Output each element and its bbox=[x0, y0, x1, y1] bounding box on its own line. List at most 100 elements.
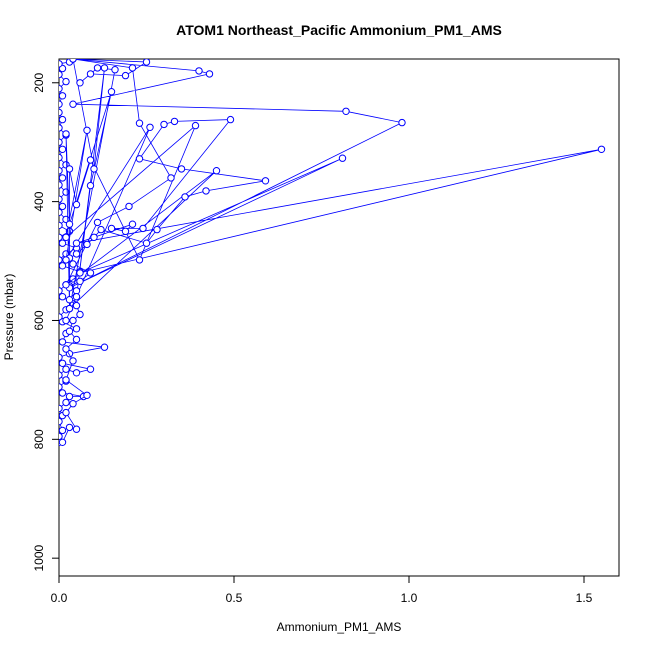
data-point bbox=[65, 220, 74, 228]
data-point bbox=[72, 425, 81, 433]
data-point bbox=[59, 426, 67, 435]
data-point bbox=[59, 417, 63, 426]
data-point bbox=[128, 220, 137, 228]
data-point bbox=[72, 293, 81, 301]
data-point bbox=[121, 71, 130, 80]
data-point bbox=[139, 224, 147, 233]
data-series-group bbox=[59, 59, 606, 446]
data-point bbox=[69, 59, 77, 63]
data-point bbox=[83, 240, 91, 249]
data-point bbox=[142, 239, 151, 247]
data-point bbox=[59, 60, 63, 68]
data-point bbox=[65, 165, 74, 173]
y-tick-label: 200 bbox=[32, 72, 46, 92]
data-point bbox=[86, 365, 95, 373]
data-point bbox=[59, 359, 67, 367]
data-point bbox=[121, 227, 130, 236]
data-point bbox=[83, 126, 91, 135]
data-point bbox=[90, 165, 98, 173]
data-point bbox=[128, 64, 137, 72]
data-point bbox=[62, 281, 70, 289]
data-point bbox=[76, 79, 84, 87]
data-point bbox=[69, 357, 77, 365]
data-point bbox=[59, 202, 67, 211]
y-axis: 200 400 600 800 1000 bbox=[32, 72, 59, 572]
x-axis: 0.0 0.5 1.0 1.5 bbox=[51, 576, 593, 605]
data-point bbox=[59, 100, 63, 108]
data-point bbox=[59, 181, 63, 189]
data-point bbox=[59, 115, 67, 124]
data-point bbox=[59, 124, 63, 132]
data-point bbox=[261, 177, 270, 185]
data-point bbox=[59, 167, 63, 175]
data-point bbox=[76, 269, 84, 277]
data-point bbox=[62, 233, 70, 242]
data-point bbox=[62, 345, 70, 353]
data-point bbox=[59, 221, 63, 230]
data-point bbox=[76, 310, 84, 319]
data-point bbox=[135, 119, 144, 127]
data-point bbox=[65, 304, 74, 313]
data-point bbox=[170, 117, 179, 126]
data-point bbox=[226, 115, 235, 124]
data-point bbox=[62, 398, 70, 407]
data-point bbox=[100, 64, 109, 72]
data-point bbox=[100, 343, 109, 351]
data-point bbox=[191, 121, 200, 130]
data-point bbox=[195, 67, 203, 75]
data-point bbox=[59, 313, 63, 321]
data-point bbox=[202, 187, 210, 195]
data-point bbox=[205, 70, 214, 78]
data-point bbox=[107, 224, 116, 233]
data-point bbox=[59, 338, 67, 346]
data-point bbox=[76, 277, 84, 285]
y-axis-label: Pressure (mbar) bbox=[2, 274, 16, 361]
data-point bbox=[59, 404, 63, 413]
y-tick-label: 600 bbox=[32, 310, 46, 330]
data-point bbox=[86, 156, 95, 164]
plot-area bbox=[59, 59, 606, 446]
data-point bbox=[146, 123, 154, 132]
data-point bbox=[59, 432, 63, 441]
data-point bbox=[83, 391, 91, 399]
data-point bbox=[86, 70, 95, 78]
data-point bbox=[65, 296, 74, 304]
data-point bbox=[59, 70, 63, 79]
data-point bbox=[59, 239, 67, 247]
data-point bbox=[62, 365, 70, 373]
data-point bbox=[72, 250, 81, 258]
data-point bbox=[160, 120, 168, 129]
data-point bbox=[86, 269, 95, 277]
data-point bbox=[65, 327, 74, 335]
data-point bbox=[398, 118, 406, 127]
data-point bbox=[59, 174, 67, 182]
data-point bbox=[65, 392, 74, 401]
data-point bbox=[59, 353, 63, 361]
data-point bbox=[597, 145, 606, 154]
data-point bbox=[72, 325, 81, 333]
data-point bbox=[62, 376, 70, 384]
data-point bbox=[59, 108, 63, 117]
data-point bbox=[72, 335, 81, 344]
data-point bbox=[59, 138, 63, 146]
data-point bbox=[59, 293, 67, 301]
data-point bbox=[69, 100, 77, 108]
data-point bbox=[62, 130, 70, 138]
data-point bbox=[59, 262, 67, 270]
data-point bbox=[69, 400, 77, 408]
chart-title: ATOM1 Northeast_Pacific Ammonium_PM1_AMS bbox=[176, 22, 502, 38]
data-point bbox=[59, 383, 63, 391]
data-point bbox=[86, 181, 95, 190]
data-point bbox=[167, 174, 175, 182]
data-point bbox=[212, 167, 221, 175]
data-point bbox=[59, 371, 63, 379]
x-tick-label: 0.5 bbox=[226, 591, 243, 605]
x-tick-label: 1.0 bbox=[401, 591, 418, 605]
data-point bbox=[111, 66, 119, 74]
x-tick-label: 0.0 bbox=[51, 591, 68, 605]
data-point bbox=[59, 85, 63, 93]
data-point bbox=[59, 145, 67, 153]
data-point bbox=[59, 92, 67, 100]
data-point bbox=[90, 233, 98, 242]
data-point bbox=[72, 369, 81, 377]
